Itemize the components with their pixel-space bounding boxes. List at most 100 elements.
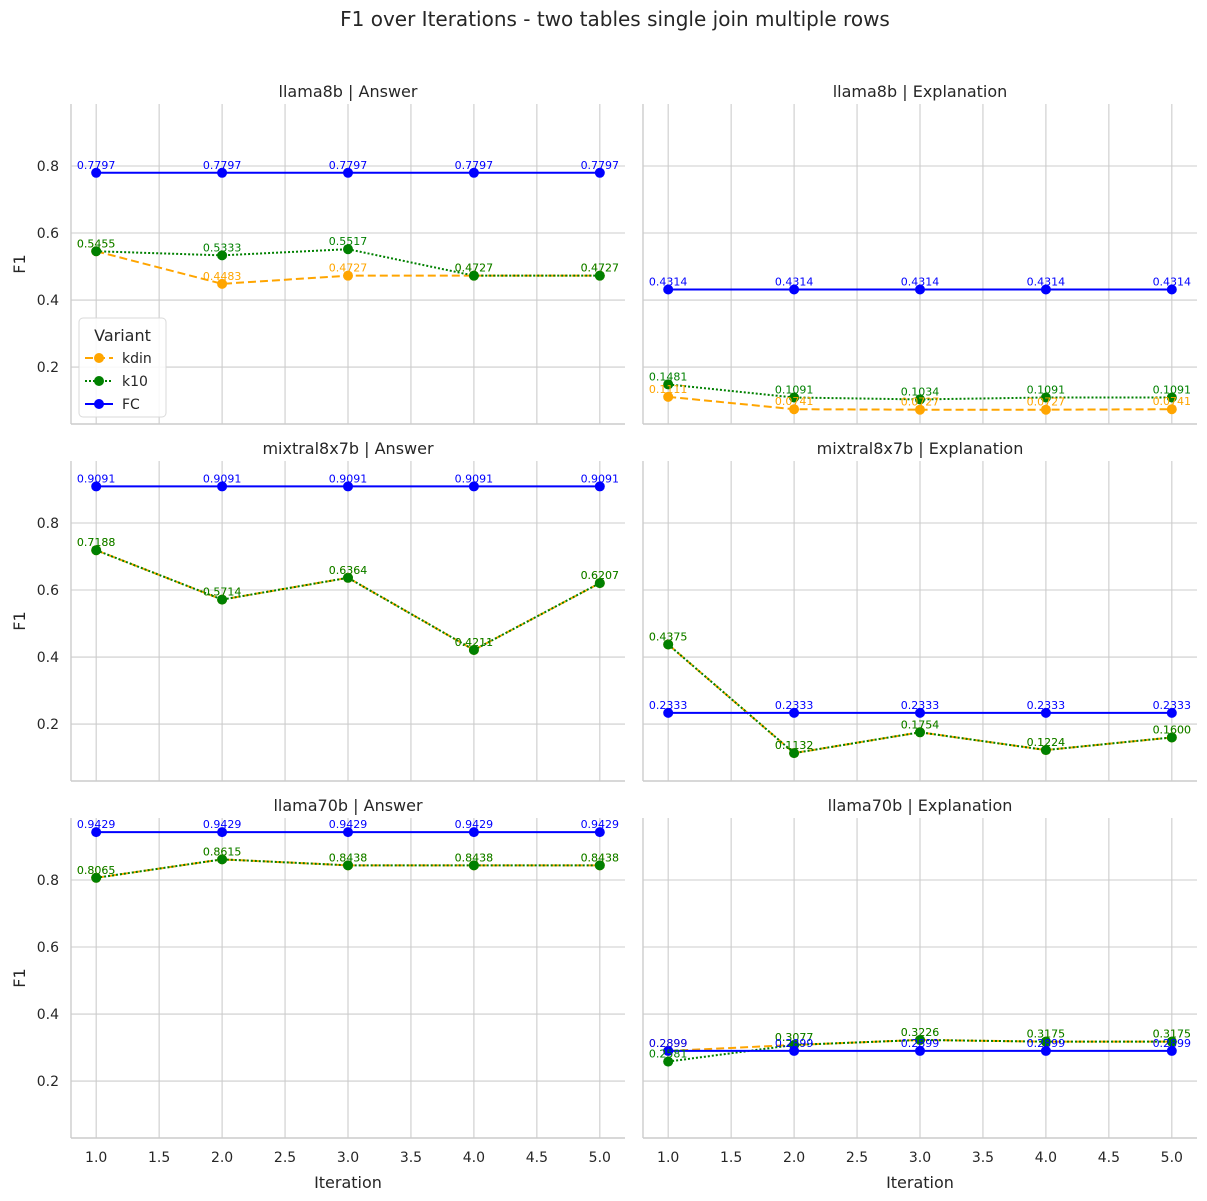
panel-0: llama8b | Answer 0.2 0.4 0.6 0.8 F1 0.5455 0.44… bbox=[10, 82, 625, 425]
x-tick-label: 3.0 bbox=[337, 1150, 359, 1166]
data-label-FC: 0.7797 bbox=[455, 159, 494, 172]
data-point-FC bbox=[663, 1045, 674, 1056]
data-point-kdin bbox=[915, 404, 925, 415]
data-label-FC: 0.9429 bbox=[203, 818, 242, 831]
data-point-k10 bbox=[915, 727, 925, 738]
data-label-kdin: 0.4483 bbox=[203, 270, 242, 283]
data-point-FC bbox=[468, 167, 479, 178]
data-label-k10: 0.3077 bbox=[775, 1031, 814, 1044]
panel-title: mixtral8x7b | Answer bbox=[262, 439, 434, 458]
data-point-k10 bbox=[1166, 732, 1177, 743]
x-tick-label: 3.0 bbox=[909, 1150, 931, 1166]
x-axis-label: Iteration bbox=[314, 1173, 382, 1192]
data-label-FC: 0.2899 bbox=[901, 1037, 940, 1050]
data-label-FC: 0.4314 bbox=[1153, 275, 1192, 288]
legend-label-FC: FC bbox=[122, 397, 140, 413]
data-label-k10: 0.1034 bbox=[901, 385, 940, 398]
x-tick-label: 1.0 bbox=[85, 1150, 107, 1166]
data-point-FC bbox=[91, 167, 102, 178]
data-label-k10: 0.1091 bbox=[1027, 383, 1066, 396]
data-label-kdin: 0.8438 bbox=[329, 851, 368, 864]
data-label-k10: 0.3175 bbox=[1027, 1028, 1066, 1041]
x-tick-label: 2.0 bbox=[211, 1150, 233, 1166]
data-point-FC bbox=[1166, 1045, 1177, 1056]
data-label-k10: 0.5714 bbox=[203, 586, 242, 599]
data-point-k10 bbox=[217, 250, 228, 261]
data-point-FC bbox=[343, 481, 353, 492]
panel-title: llama8b | Explanation bbox=[833, 82, 1008, 101]
panel-title: llama70b | Explanation bbox=[828, 796, 1013, 815]
data-point-kdin bbox=[789, 404, 800, 415]
panel-title: mixtral8x7b | Explanation bbox=[817, 439, 1024, 458]
x-tick-label: 1.5 bbox=[148, 1150, 170, 1166]
x-tick-label: 2.5 bbox=[274, 1150, 296, 1166]
data-label-kdin: 0.4211 bbox=[455, 636, 494, 649]
data-point-k10 bbox=[1166, 1036, 1177, 1047]
data-label-kdin: 0.1132 bbox=[775, 739, 814, 752]
data-label-FC: 0.9429 bbox=[329, 818, 368, 831]
data-point-FC bbox=[1040, 707, 1051, 718]
data-point-FC bbox=[217, 481, 228, 492]
data-point-FC bbox=[594, 167, 605, 178]
data-label-k10: 0.2581 bbox=[649, 1048, 688, 1061]
x-tick-label: 5.0 bbox=[589, 1150, 611, 1166]
data-point-k10 bbox=[1040, 745, 1051, 756]
data-label-k10: 0.8615 bbox=[203, 845, 242, 858]
data-point-k10 bbox=[343, 244, 353, 255]
y-axis-label: F1 bbox=[10, 254, 29, 273]
data-label-k10: 0.1600 bbox=[1153, 723, 1192, 736]
data-point-k10 bbox=[789, 392, 800, 403]
data-label-k10: 0.6207 bbox=[581, 569, 620, 582]
legend-marker-FC bbox=[94, 399, 104, 409]
data-label-FC: 0.2899 bbox=[1027, 1037, 1066, 1050]
data-point-FC bbox=[1166, 707, 1177, 718]
data-label-kdin: 0.5455 bbox=[77, 237, 116, 250]
x-tick-label: 4.0 bbox=[1035, 1150, 1057, 1166]
data-label-kdin: 0.8065 bbox=[77, 864, 116, 877]
data-label-kdin: 0.1600 bbox=[1153, 723, 1192, 736]
data-label-kdin: 0.6207 bbox=[581, 569, 620, 582]
x-tick-label: 1.0 bbox=[657, 1150, 679, 1166]
data-point-k10 bbox=[91, 545, 102, 556]
data-label-FC: 0.2333 bbox=[775, 699, 814, 712]
figure-title: F1 over Iterations - two tables single j… bbox=[340, 7, 890, 31]
x-tick-label: 2.5 bbox=[846, 1150, 868, 1166]
data-point-k10 bbox=[91, 872, 102, 883]
data-label-FC: 0.9091 bbox=[581, 472, 620, 485]
data-label-FC: 0.2899 bbox=[775, 1037, 814, 1050]
data-point-FC bbox=[1040, 284, 1051, 295]
data-label-FC: 0.9429 bbox=[77, 818, 116, 831]
data-point-FC bbox=[789, 284, 800, 295]
data-label-kdin: 0.8438 bbox=[455, 851, 494, 864]
data-point-k10 bbox=[343, 860, 353, 871]
data-label-k10: 0.8438 bbox=[329, 851, 368, 864]
data-label-k10: 0.8065 bbox=[77, 864, 116, 877]
y-tick-label: 0.4 bbox=[37, 293, 59, 309]
data-point-FC bbox=[915, 1045, 925, 1056]
data-label-kdin: 0.3175 bbox=[1027, 1028, 1066, 1041]
data-point-k10 bbox=[343, 572, 353, 583]
data-label-FC: 0.9091 bbox=[329, 472, 368, 485]
y-tick-label: 0.2 bbox=[37, 360, 59, 376]
data-label-k10: 0.3226 bbox=[901, 1026, 940, 1039]
data-label-FC: 0.2333 bbox=[1153, 699, 1192, 712]
data-point-FC bbox=[663, 284, 674, 295]
facet-grid: llama8b | Answer0.20.40.60.8F10.54550.44… bbox=[10, 82, 1197, 1192]
data-label-k10: 0.4727 bbox=[581, 262, 620, 275]
x-tick-label: 4.5 bbox=[526, 1150, 548, 1166]
data-label-kdin: 0.6364 bbox=[329, 564, 368, 577]
data-point-k10 bbox=[1166, 392, 1177, 403]
data-point-FC bbox=[789, 707, 800, 718]
data-label-FC: 0.4314 bbox=[901, 275, 940, 288]
panel-2: mixtral8x7b | Answer 0.2 0.4 0.6 0.8 F1 0.7188… bbox=[10, 439, 625, 782]
data-label-FC: 0.9091 bbox=[77, 472, 116, 485]
data-label-k10: 0.8438 bbox=[581, 851, 620, 864]
legend-box bbox=[78, 317, 167, 418]
data-label-k10: 0.8438 bbox=[455, 851, 494, 864]
data-label-k10: 0.7188 bbox=[77, 536, 116, 549]
data-label-k10: 0.4211 bbox=[455, 636, 494, 649]
data-label-k10: 0.4375 bbox=[649, 630, 688, 643]
data-point-k10 bbox=[1040, 392, 1051, 403]
data-label-FC: 0.4314 bbox=[649, 275, 688, 288]
